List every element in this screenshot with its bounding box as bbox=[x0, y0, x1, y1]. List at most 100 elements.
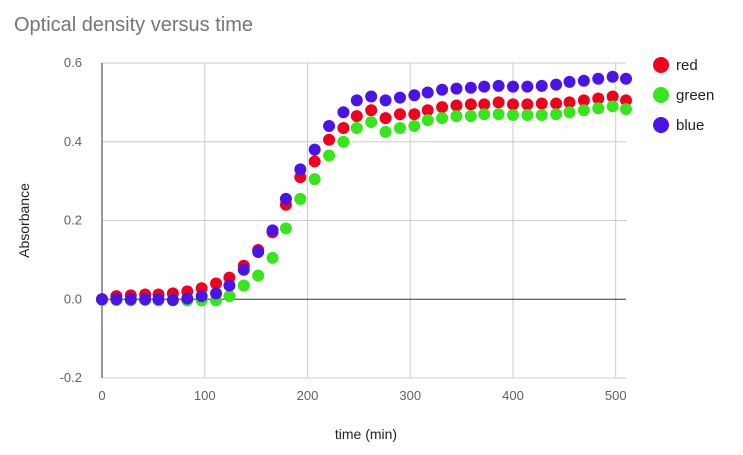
point-red bbox=[379, 112, 392, 125]
point-green bbox=[365, 116, 378, 129]
point-red bbox=[464, 98, 477, 111]
point-green bbox=[379, 125, 392, 138]
point-blue bbox=[110, 293, 123, 306]
point-blue bbox=[308, 143, 321, 156]
point-green bbox=[436, 112, 449, 125]
point-green bbox=[535, 108, 548, 121]
point-green bbox=[393, 121, 406, 134]
legend-label-blue: blue bbox=[676, 117, 704, 134]
point-red bbox=[592, 92, 605, 105]
point-blue bbox=[96, 293, 108, 306]
point-blue bbox=[478, 80, 491, 93]
point-blue bbox=[152, 293, 165, 306]
point-green bbox=[563, 106, 576, 119]
point-blue bbox=[323, 120, 336, 132]
legend-label-green: green bbox=[676, 87, 714, 104]
point-blue bbox=[506, 80, 519, 93]
point-blue bbox=[223, 279, 236, 292]
point-green bbox=[592, 102, 605, 115]
point-blue bbox=[139, 293, 152, 306]
point-red bbox=[563, 96, 576, 109]
point-blue bbox=[294, 163, 307, 176]
point-red bbox=[337, 121, 350, 134]
point-blue bbox=[620, 72, 632, 85]
point-green bbox=[492, 108, 505, 121]
point-blue bbox=[592, 72, 605, 85]
point-blue bbox=[450, 82, 463, 95]
point-red bbox=[393, 108, 406, 121]
point-blue bbox=[166, 294, 179, 307]
point-green bbox=[350, 121, 363, 134]
point-green bbox=[521, 108, 534, 121]
point-green bbox=[421, 114, 434, 127]
point-blue bbox=[124, 293, 137, 306]
point-green bbox=[408, 120, 421, 132]
point-red bbox=[606, 90, 619, 103]
x-tick-label: 400 bbox=[502, 388, 524, 403]
y-axis-title: Absorbance bbox=[16, 183, 32, 258]
point-red bbox=[577, 94, 590, 107]
point-blue bbox=[365, 90, 378, 103]
point-green bbox=[464, 110, 477, 123]
point-green bbox=[323, 149, 336, 162]
point-green bbox=[308, 173, 321, 186]
y-tick-label: 0.0 bbox=[64, 291, 82, 306]
point-red bbox=[521, 98, 534, 111]
point-green bbox=[223, 290, 236, 303]
point-green bbox=[577, 104, 590, 117]
point-green bbox=[237, 279, 250, 292]
point-red bbox=[478, 98, 491, 111]
point-blue bbox=[550, 78, 563, 91]
point-blue bbox=[266, 224, 279, 237]
chart-title: Optical density versus time bbox=[14, 14, 253, 36]
point-blue bbox=[195, 290, 208, 303]
point-red bbox=[421, 104, 434, 117]
legend-layer: red green blue bbox=[653, 57, 714, 134]
point-green bbox=[478, 108, 491, 121]
point-blue bbox=[408, 89, 421, 102]
point-blue bbox=[421, 86, 434, 99]
point-green bbox=[266, 251, 279, 264]
point-red bbox=[408, 108, 421, 121]
point-blue bbox=[252, 246, 265, 258]
point-blue bbox=[181, 292, 194, 305]
point-blue bbox=[436, 83, 449, 96]
point-red bbox=[436, 101, 449, 114]
x-tick-label: 100 bbox=[194, 388, 216, 403]
point-red bbox=[506, 98, 519, 111]
x-tick-label: 0 bbox=[98, 388, 105, 403]
point-blue bbox=[237, 263, 250, 276]
point-blue bbox=[606, 70, 619, 83]
legend-marker-red bbox=[653, 57, 669, 73]
point-green bbox=[550, 108, 563, 121]
point-red bbox=[350, 110, 363, 123]
point-red bbox=[450, 99, 463, 112]
point-blue bbox=[210, 287, 223, 300]
point-red bbox=[210, 277, 223, 290]
y-tick-label: -0.2 bbox=[60, 370, 82, 385]
point-red bbox=[620, 94, 632, 107]
x-tick-label: 300 bbox=[399, 388, 421, 403]
point-red bbox=[323, 133, 336, 146]
point-blue bbox=[379, 94, 392, 107]
legend-marker-blue bbox=[653, 117, 669, 133]
point-blue bbox=[577, 74, 590, 87]
point-red bbox=[365, 104, 378, 117]
y-tick-label: 0.6 bbox=[64, 55, 82, 70]
point-red bbox=[308, 155, 321, 168]
point-green bbox=[620, 103, 632, 116]
point-green bbox=[506, 108, 519, 121]
legend-label-red: red bbox=[676, 57, 698, 74]
point-green bbox=[606, 100, 619, 113]
point-green bbox=[337, 135, 350, 148]
y-tick-label: 0.2 bbox=[64, 213, 82, 228]
grid-layer bbox=[102, 62, 626, 379]
point-blue bbox=[563, 75, 576, 88]
x-axis-title: time (min) bbox=[335, 426, 397, 442]
point-blue bbox=[492, 79, 505, 92]
point-blue bbox=[521, 80, 534, 93]
point-blue bbox=[535, 79, 548, 92]
point-blue bbox=[279, 192, 292, 205]
